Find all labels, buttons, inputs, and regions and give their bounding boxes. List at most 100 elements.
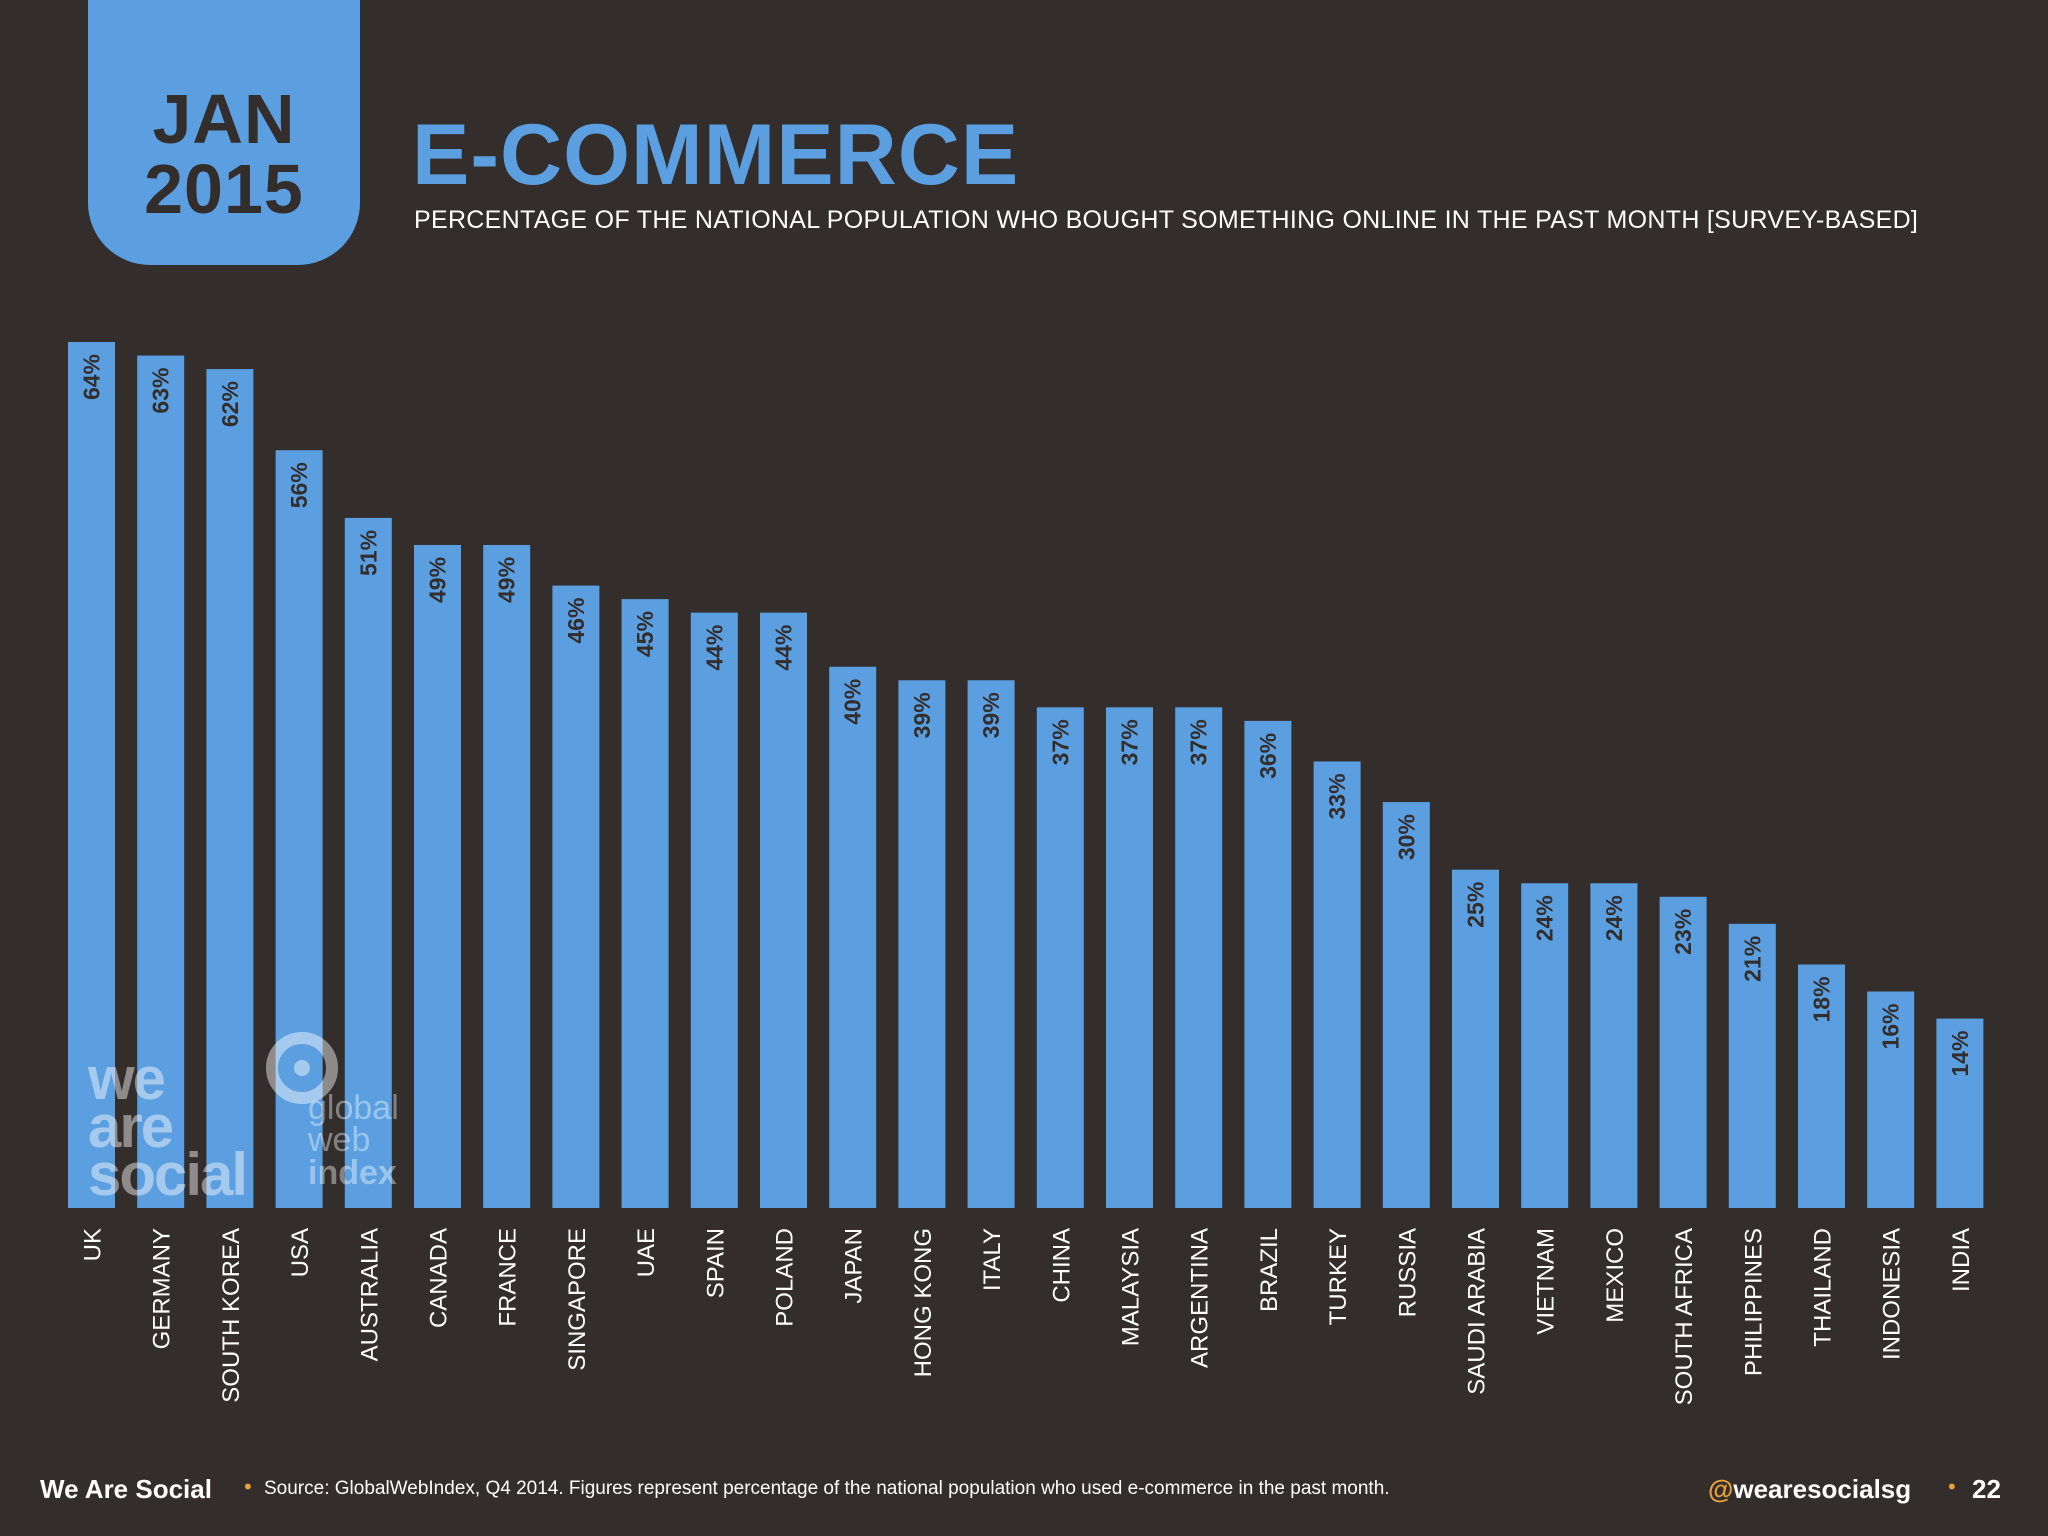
bar-south-korea xyxy=(206,369,254,1208)
category-label: GERMANY xyxy=(149,1228,176,1349)
category-label: INDONESIA xyxy=(1879,1228,1906,1360)
category-label: UAE xyxy=(633,1228,660,1277)
category-label: CHINA xyxy=(1048,1228,1075,1303)
bar-uk xyxy=(68,342,115,1208)
category-label: VIETNAM xyxy=(1533,1228,1560,1335)
footer: We Are Social • Source: GlobalWebIndex, … xyxy=(0,1470,2048,1510)
bar-chart: 64% UK 63% GERMANY 62% SOUTH KOREA 56% USA 51% AU… xyxy=(68,342,1984,1405)
bar-russia xyxy=(1382,802,1430,1208)
bar-singapore xyxy=(552,585,600,1208)
watermark-word: social xyxy=(88,1141,248,1208)
bar-poland xyxy=(760,612,807,1208)
bar-value-label: 62% xyxy=(217,381,243,427)
category-label: PHILIPPINES xyxy=(1740,1228,1767,1376)
we-are-social-watermark: we are social xyxy=(88,1045,248,1208)
category-label: MALAYSIA xyxy=(1118,1228,1145,1346)
bar-japan xyxy=(829,666,877,1208)
bar-value-label: 37% xyxy=(1047,719,1073,765)
date-year: 2015 xyxy=(144,150,304,228)
bar-value-label: 45% xyxy=(632,611,658,657)
category-label: CANADA xyxy=(426,1228,453,1328)
watermark-word: global xyxy=(308,1089,399,1127)
bar-value-label: 63% xyxy=(148,368,174,414)
footer-handle-at: @ xyxy=(1708,1474,1734,1504)
bar-value-label: 30% xyxy=(1393,814,1419,860)
category-label: FRANCE xyxy=(495,1228,522,1327)
category-label: RUSSIA xyxy=(1394,1228,1421,1317)
bar-hong-kong xyxy=(898,680,946,1208)
category-label: UK xyxy=(80,1228,107,1261)
bar-value-label: 24% xyxy=(1532,895,1558,941)
bar-value-label: 21% xyxy=(1739,936,1765,982)
watermark-word: index xyxy=(308,1153,397,1192)
footer-handle-name: wearesocialsg xyxy=(1733,1474,1912,1504)
footer-brand: We Are Social xyxy=(40,1474,212,1504)
bar-brazil xyxy=(1244,720,1292,1208)
bar-south-africa xyxy=(1659,896,1707,1208)
bar-value-label: 37% xyxy=(1117,719,1143,765)
category-label: ARGENTINA xyxy=(1187,1228,1214,1368)
category-label: SAUDI ARABIA xyxy=(1464,1228,1491,1395)
bar-value-label: 51% xyxy=(355,530,381,576)
category-label: HONG KONG xyxy=(910,1228,937,1377)
bar-argentina xyxy=(1175,707,1223,1208)
bar-indonesia xyxy=(1867,991,1915,1208)
watermark-word: web xyxy=(308,1121,371,1160)
category-label: JAPAN xyxy=(841,1228,868,1304)
bar-value-label: 44% xyxy=(771,625,797,671)
globalwebindex-logo-icon xyxy=(266,1032,338,1104)
date-month: JAN xyxy=(152,80,296,158)
bar-value-label: 44% xyxy=(701,625,727,671)
bar-value-label: 24% xyxy=(1601,895,1627,941)
bar-value-label: 64% xyxy=(79,354,105,400)
bar-value-label: 16% xyxy=(1878,1004,1904,1050)
bar-uae xyxy=(621,599,669,1208)
footer-separator: • xyxy=(244,1474,252,1499)
bar-australia xyxy=(344,517,392,1208)
bar-value-label: 33% xyxy=(1324,773,1350,819)
category-label: SOUTH KOREA xyxy=(218,1228,245,1403)
bar-value-label: 40% xyxy=(840,679,866,725)
bar-value-label: 14% xyxy=(1947,1031,1973,1077)
page-number: 22 xyxy=(1972,1474,2001,1504)
bar-value-label: 37% xyxy=(1186,719,1212,765)
category-label: MEXICO xyxy=(1602,1228,1629,1323)
bar-thailand xyxy=(1798,964,1845,1208)
page-subtitle: PERCENTAGE OF THE NATIONAL POPULATION WH… xyxy=(414,206,1919,234)
bar-philippines xyxy=(1728,923,1776,1208)
bar-value-label: 25% xyxy=(1463,882,1489,928)
category-label: SPAIN xyxy=(702,1228,729,1298)
category-label: BRAZIL xyxy=(1256,1228,1283,1312)
footer-handle: @wearesocialsg xyxy=(1708,1474,1911,1505)
bar-turkey xyxy=(1313,761,1361,1208)
bar-vietnam xyxy=(1521,883,1569,1208)
category-label: INDIA xyxy=(1948,1228,1975,1292)
category-label: POLAND xyxy=(772,1228,799,1327)
bar-canada xyxy=(414,544,461,1208)
bar-value-label: 36% xyxy=(1255,733,1281,779)
globalwebindex-watermark: global web index xyxy=(308,1089,399,1192)
footer-source: Source: GlobalWebIndex, Q4 2014. Figures… xyxy=(264,1478,1390,1499)
category-label: SINGAPORE xyxy=(564,1228,591,1371)
category-label: ITALY xyxy=(979,1228,1006,1291)
date-tab xyxy=(88,0,360,265)
bar-italy xyxy=(967,680,1015,1208)
category-label: THAILAND xyxy=(1810,1228,1837,1347)
bar-spain xyxy=(690,612,738,1208)
bar-saudi-arabia xyxy=(1452,869,1499,1208)
bar-value-label: 39% xyxy=(978,692,1004,738)
bar-china xyxy=(1036,707,1084,1208)
bar-india xyxy=(1936,1018,1984,1208)
page-title: E-COMMERCE xyxy=(412,107,1020,203)
bar-value-label: 46% xyxy=(563,598,589,644)
bar-malaysia xyxy=(1106,707,1153,1208)
category-label: USA xyxy=(287,1228,314,1277)
bar-value-label: 56% xyxy=(286,462,312,508)
category-label: SOUTH AFRICA xyxy=(1671,1228,1698,1405)
watermark-word: we xyxy=(88,1045,166,1112)
footer-separator: • xyxy=(1948,1474,1956,1499)
bar-usa xyxy=(275,450,323,1208)
bar-value-label: 18% xyxy=(1809,976,1835,1022)
bar-mexico xyxy=(1590,883,1638,1208)
category-label: TURKEY xyxy=(1325,1228,1352,1325)
